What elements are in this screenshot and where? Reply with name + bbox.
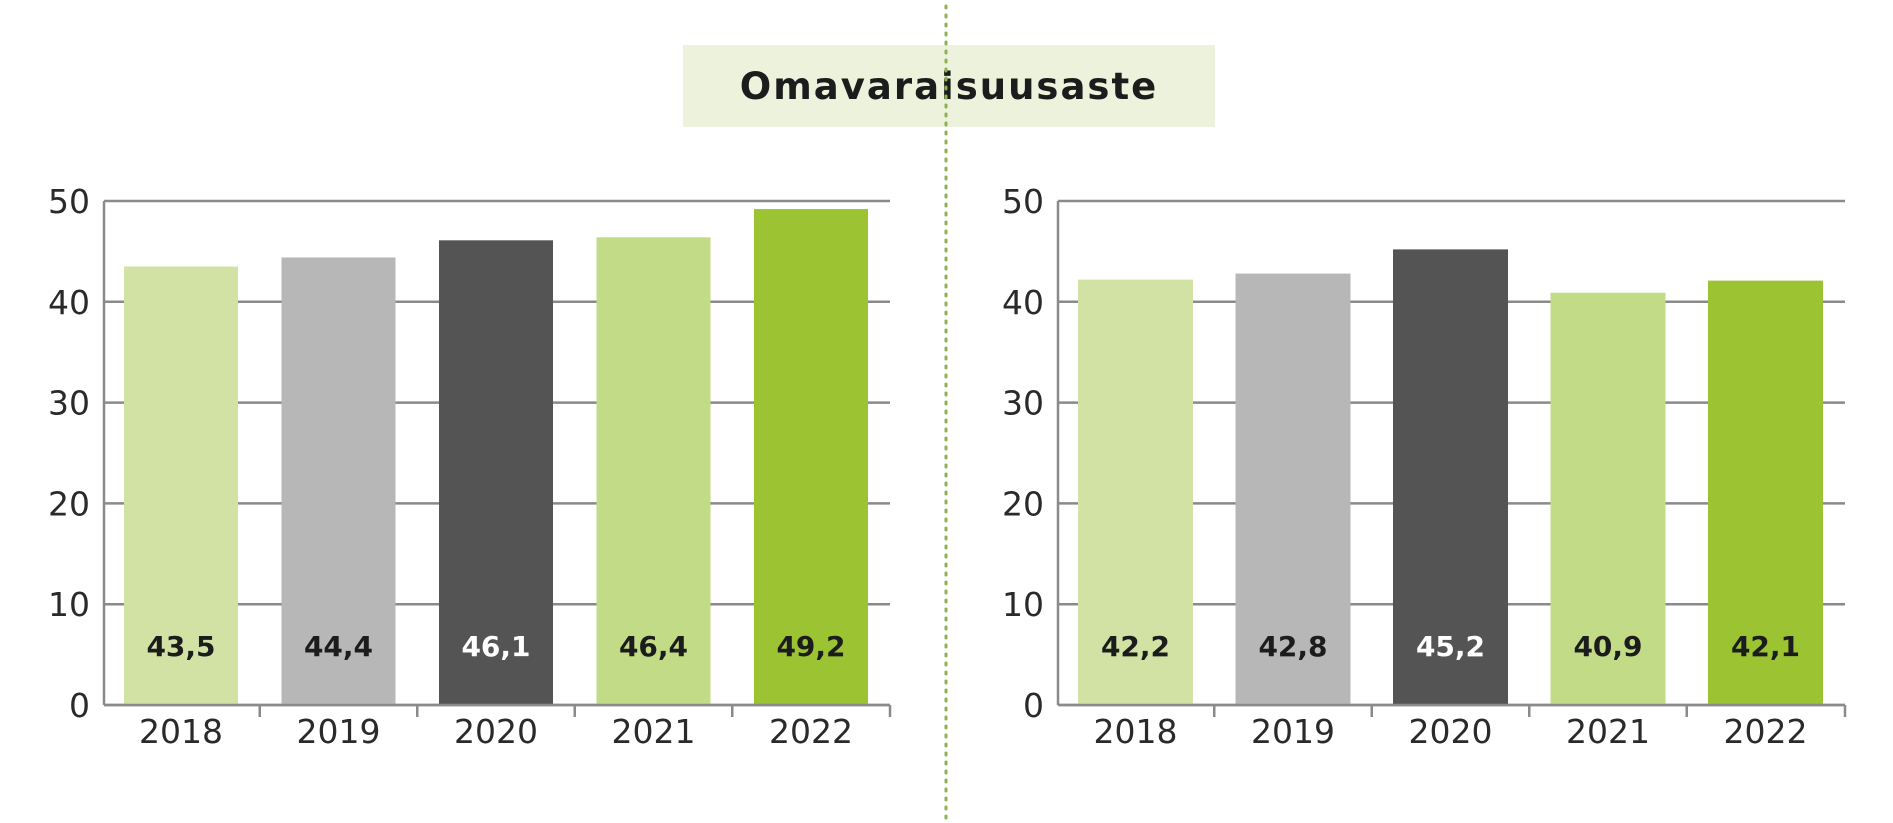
y-tick-label: 50 xyxy=(1002,182,1044,221)
y-tick-label: 10 xyxy=(48,585,90,624)
right-chart: 0 10 20 30 40 50 42,2 2018 42,8 2019 45,2 2020 40,9 2… xyxy=(1002,182,1847,751)
bar-value-label: 42,8 xyxy=(1258,630,1327,663)
bar xyxy=(1393,249,1508,705)
y-tick-label: 20 xyxy=(48,484,90,523)
bar xyxy=(754,209,868,705)
x-tick-label: 2021 xyxy=(1566,712,1650,751)
bar-value-label: 42,2 xyxy=(1101,630,1170,663)
x-tick-label: 2018 xyxy=(1094,712,1178,751)
x-tick-label: 2021 xyxy=(612,712,696,751)
bar xyxy=(1550,292,1666,705)
bar xyxy=(281,257,396,705)
y-tick-label: 40 xyxy=(48,283,90,322)
chart-title: Omavaraisuusaste xyxy=(739,64,1159,108)
bar-value-label: 43,5 xyxy=(146,630,215,663)
bar xyxy=(124,266,238,705)
x-tick-label: 2018 xyxy=(139,712,223,751)
x-tick-label: 2020 xyxy=(454,712,538,751)
bar xyxy=(1235,273,1351,705)
bar xyxy=(439,240,553,705)
bar xyxy=(1078,279,1193,705)
y-tick-label: 30 xyxy=(48,384,90,423)
y-tick-label: 0 xyxy=(69,686,90,725)
bar xyxy=(1708,280,1823,705)
left-chart: 0 10 20 30 40 50 43,5 2018 44,4 2019 46,1 2020 46,4 2… xyxy=(48,182,892,751)
y-tick-label: 10 xyxy=(1002,585,1044,624)
bar xyxy=(596,237,711,705)
bar-value-label: 45,2 xyxy=(1416,630,1485,663)
bar-value-label: 49,2 xyxy=(776,630,845,663)
y-tick-label: 0 xyxy=(1023,686,1044,725)
bar-value-label: 44,4 xyxy=(304,630,373,663)
y-tick-label: 50 xyxy=(48,182,90,221)
bar-value-label: 46,1 xyxy=(461,630,530,663)
title-box: Omavaraisuusaste xyxy=(683,45,1215,127)
x-tick-label: 2019 xyxy=(1251,712,1335,751)
x-tick-label: 2022 xyxy=(1724,712,1808,751)
x-tick-label: 2020 xyxy=(1409,712,1493,751)
x-tick-label: 2022 xyxy=(769,712,853,751)
bar-value-label: 42,1 xyxy=(1731,630,1800,663)
bar-value-label: 40,9 xyxy=(1573,630,1642,663)
x-tick-label: 2019 xyxy=(297,712,381,751)
bar-value-label: 46,4 xyxy=(619,630,688,663)
y-tick-label: 20 xyxy=(1002,484,1044,523)
y-tick-label: 30 xyxy=(1002,384,1044,423)
y-tick-label: 40 xyxy=(1002,283,1044,322)
